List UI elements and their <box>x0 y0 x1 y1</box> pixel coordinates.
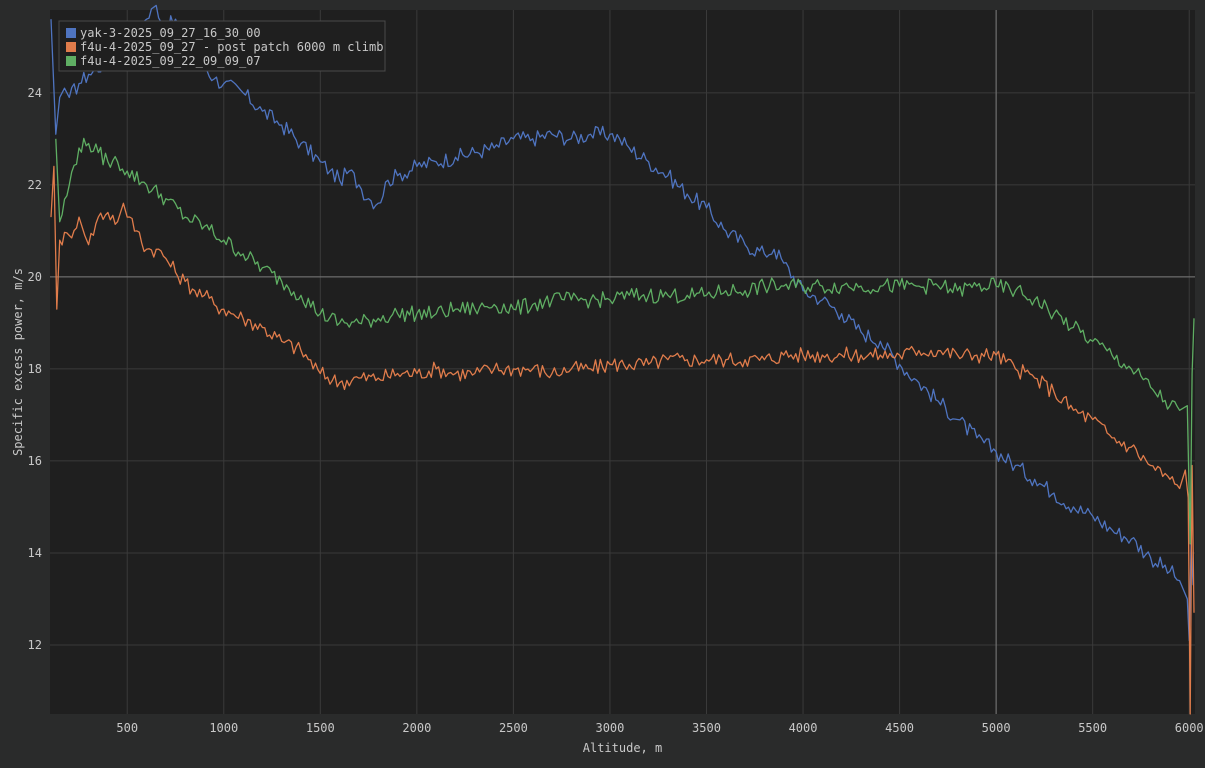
y-tick-label: 24 <box>28 86 42 100</box>
legend-swatch <box>66 56 76 66</box>
x-tick-label: 5000 <box>982 721 1011 735</box>
series-line-1 <box>50 4 1194 642</box>
legend-label: f4u-4-2025_09_27 - post patch 6000 m cli… <box>80 40 383 54</box>
legend-label: yak-3-2025_09_27_16_30_00 <box>80 26 261 40</box>
y-tick-label: 12 <box>28 638 42 652</box>
tick-labels: 500 1000 1500 2000 2500 3000 3500 4000 4500 5000 5… <box>28 86 1204 735</box>
legend-label: f4u-4-2025_09_22_09_09_07 <box>80 54 261 68</box>
x-tick-label: 3500 <box>692 721 721 735</box>
y-tick-label: 16 <box>28 454 42 468</box>
x-tick-label: 2500 <box>499 721 528 735</box>
y-tick-label: 14 <box>28 546 42 560</box>
x-tick-label: 2000 <box>402 721 431 735</box>
y-axis-label: Specific excess power, m/s <box>11 268 25 456</box>
x-tick-label: 6000 <box>1175 721 1204 735</box>
y-tick-label: 22 <box>28 178 42 192</box>
x-tick-label: 1500 <box>306 721 335 735</box>
series-line-2 <box>50 165 1195 715</box>
x-tick-label: 3000 <box>595 721 624 735</box>
legend: yak-3-2025_09_27_16_30_00f4u-4-2025_09_2… <box>58 20 386 72</box>
legend-swatch <box>66 28 76 38</box>
x-tick-label: 500 <box>116 721 138 735</box>
y-tick-label: 18 <box>28 362 42 376</box>
series-lines <box>50 4 1195 715</box>
x-tick-label: 4000 <box>789 721 818 735</box>
series-line-3 <box>55 137 1195 545</box>
x-tick-label: 5500 <box>1078 721 1107 735</box>
x-axis-label: Altitude, m <box>583 741 662 755</box>
legend-swatch <box>66 42 76 52</box>
legend-box <box>58 20 386 72</box>
grid <box>50 10 1195 714</box>
y-tick-label: 20 <box>28 270 42 284</box>
x-tick-label: 4500 <box>885 721 914 735</box>
x-tick-label: 1000 <box>209 721 238 735</box>
